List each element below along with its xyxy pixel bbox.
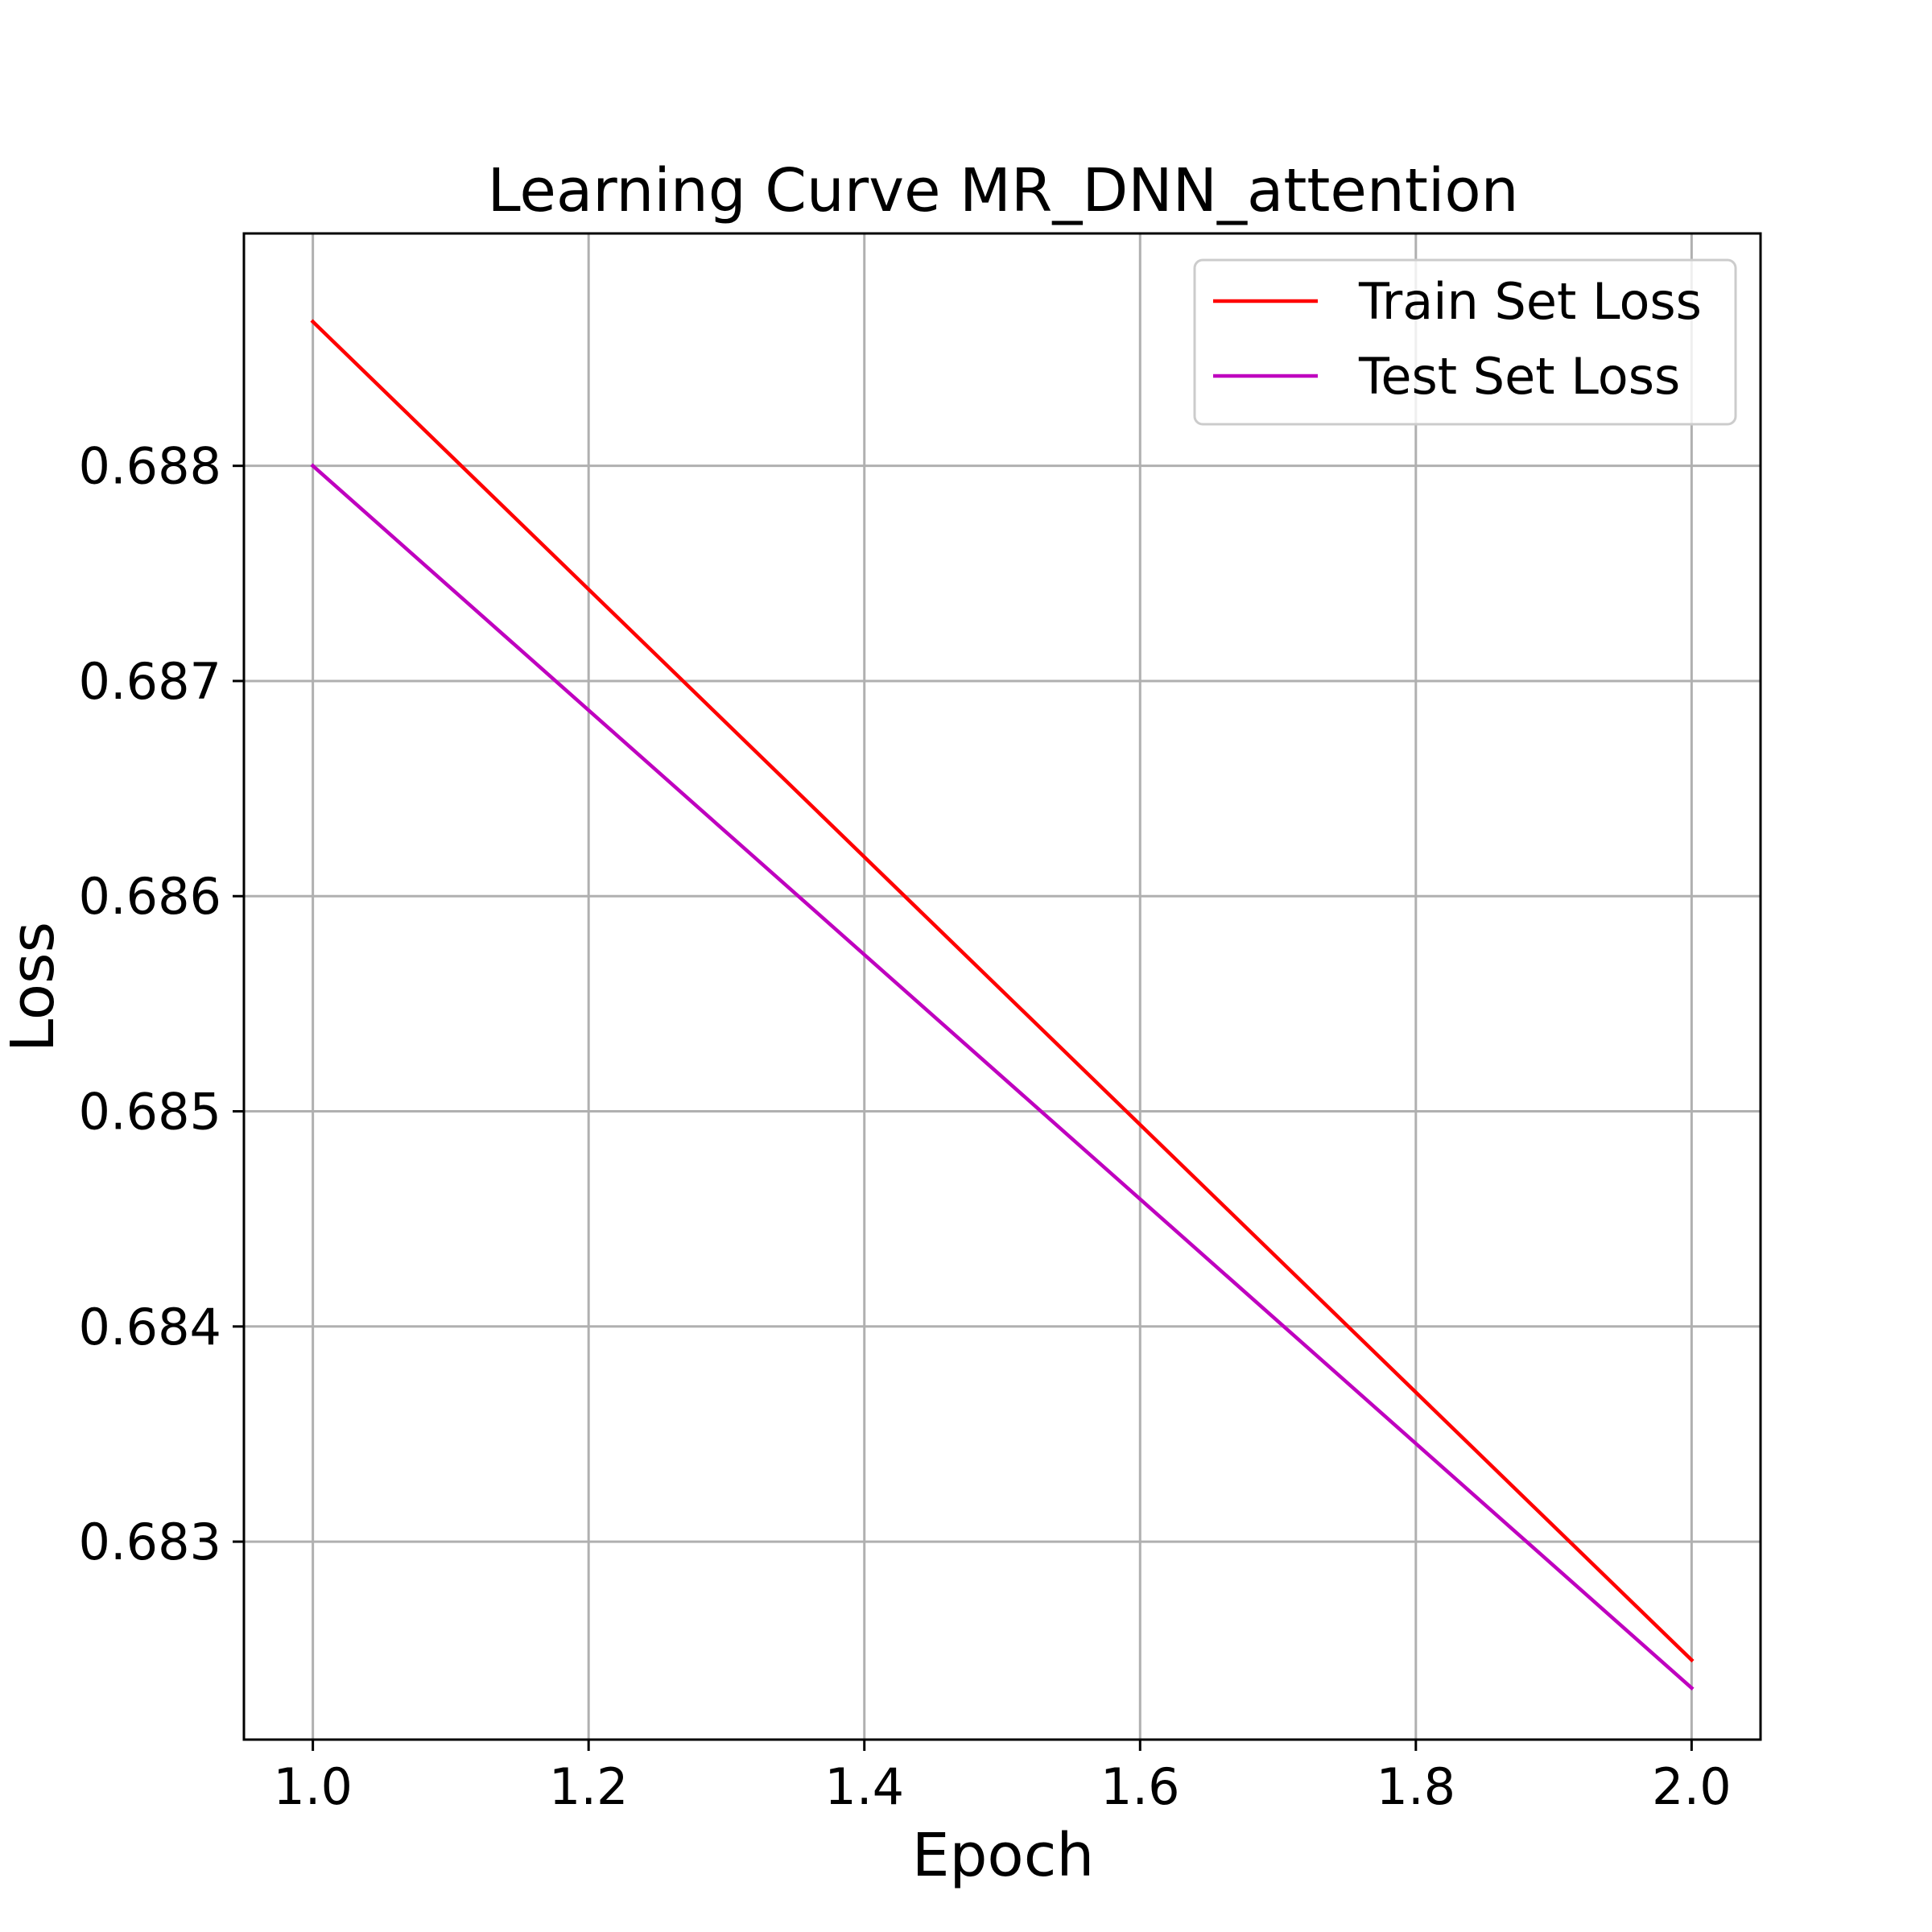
y-tick-label: 0.684 [79, 1298, 222, 1356]
y-tick-label: 0.687 [79, 652, 222, 711]
x-tick-label: 1.2 [549, 1757, 629, 1816]
x-tick-label: 2.0 [1652, 1757, 1732, 1816]
series-line-train-set-loss [310, 319, 1695, 1663]
x-tick-label: 1.8 [1377, 1757, 1456, 1816]
y-tick-label: 0.685 [79, 1083, 222, 1141]
series-lines [310, 319, 1695, 1691]
y-tick-label: 0.686 [79, 867, 222, 926]
legend-label-test-set-loss: Test Set Loss [1358, 347, 1680, 406]
y-tick-label: 0.688 [79, 437, 222, 496]
x-tick-label: 1.6 [1100, 1757, 1180, 1816]
legend-box [1193, 258, 1737, 426]
x-tick-label: 1.4 [824, 1757, 904, 1816]
axis-ticks: 1.0 1.2 1.4 1.6 1.8 2.0 0.683 0.684 0.685 0.686 0.… [79, 437, 1732, 1816]
y-axis-label: Loss [0, 922, 68, 1052]
grid [244, 233, 1761, 1740]
x-axis-label: Epoch [912, 1821, 1095, 1890]
y-tick-label: 0.683 [79, 1513, 222, 1571]
x-tick-label: 1.0 [273, 1757, 353, 1816]
plot-frame [242, 232, 1762, 1741]
legend-label-train-set-loss: Train Set Loss [1358, 272, 1702, 331]
legend: Train Set Loss Test Set Loss [1193, 258, 1737, 426]
chart-title: Learning Curve MR_DNN_attention [487, 156, 1518, 225]
series-line-test-set-loss [310, 463, 1695, 1691]
